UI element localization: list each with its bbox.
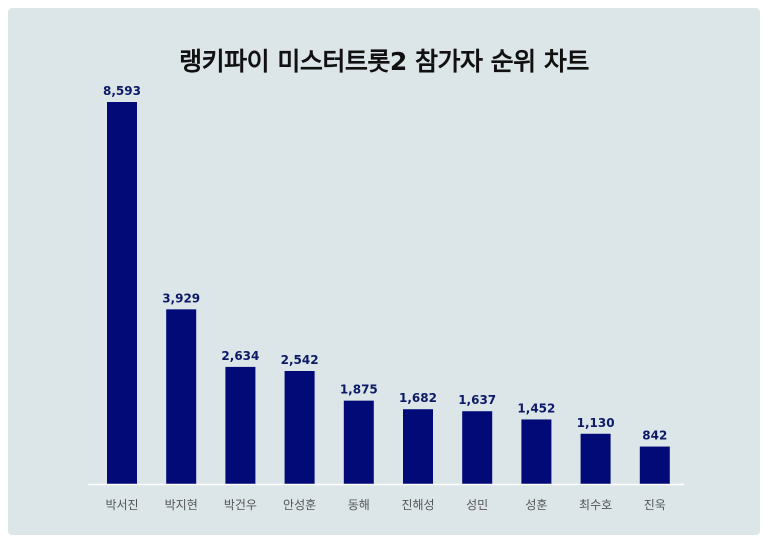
bar-chart: 8,593 박서진 3,929 박지현 2,634 박건우 2,542 안성훈 1,875 동해 1… [88, 84, 684, 512]
value-label-6: 1,637 [458, 393, 496, 407]
bar-5 [403, 409, 433, 484]
value-label-4: 1,875 [340, 383, 378, 397]
bar-4 [343, 400, 374, 484]
chart-card: 랭키파이 미스터트롯2 참가자 순위 차트 8,593 박서진 3,929 박지현 2,… [8, 8, 760, 535]
value-label-7: 1,452 [517, 401, 555, 415]
value-label-0: 8,593 [103, 84, 141, 98]
value-label-8: 1,130 [577, 416, 615, 430]
category-label-0: 박서진 [105, 498, 138, 512]
category-label-6: 성민 [466, 498, 488, 512]
value-label-5: 1,682 [399, 391, 437, 405]
bars-layer [107, 102, 670, 484]
value-label-9: 842 [642, 429, 667, 443]
bar-9 [639, 446, 670, 484]
category-label-1: 박지현 [165, 498, 198, 512]
category-label-5: 진해성 [401, 498, 434, 512]
bar-6 [462, 411, 493, 484]
bar-1 [166, 309, 197, 484]
bar-8 [580, 433, 611, 484]
bar-7 [521, 419, 552, 484]
category-label-2: 박건우 [224, 498, 257, 512]
value-label-3: 2,542 [281, 353, 319, 367]
chart-title: 랭키파이 미스터트롯2 참가자 순위 차트 [179, 47, 589, 76]
value-label-2: 2,634 [221, 349, 259, 363]
category-label-3: 안성훈 [283, 498, 316, 512]
bar-3 [284, 370, 315, 484]
category-label-4: 동해 [348, 498, 370, 512]
category-label-8: 최수호 [579, 498, 612, 512]
category-label-7: 성훈 [525, 498, 547, 512]
labels-layer: 8,593 박서진 3,929 박지현 2,634 박건우 2,542 안성훈 1,875 동해 1… [103, 84, 667, 512]
bar-2 [225, 366, 256, 484]
value-label-1: 3,929 [162, 291, 200, 305]
category-label-9: 진욱 [644, 498, 666, 512]
bar-0 [107, 102, 137, 484]
